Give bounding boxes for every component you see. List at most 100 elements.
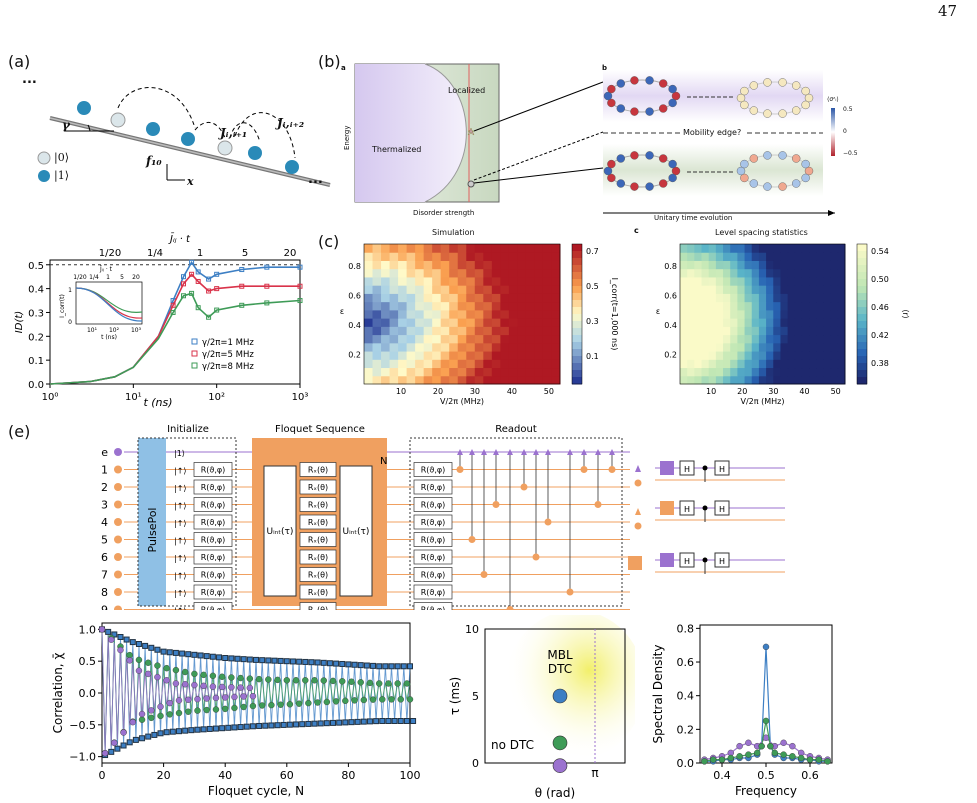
data-point bbox=[206, 288, 212, 294]
data-point bbox=[200, 682, 207, 690]
heatmap-cell bbox=[809, 309, 817, 319]
colorbar-cell bbox=[857, 363, 867, 371]
heatmap-cell bbox=[687, 293, 695, 303]
heatmap-cell bbox=[372, 318, 382, 327]
heatmap-cell bbox=[483, 342, 493, 352]
heatmap-cell bbox=[457, 359, 467, 369]
heatmap-cell bbox=[525, 351, 535, 360]
heatmap-cell bbox=[389, 351, 399, 360]
heatmap-cell bbox=[491, 359, 501, 369]
x-tick-label: 10 bbox=[396, 387, 406, 396]
data-point bbox=[218, 673, 226, 680]
qubit-label: 7 bbox=[101, 569, 108, 582]
data-point bbox=[246, 675, 254, 682]
data-point bbox=[305, 699, 312, 707]
heatmap-cell bbox=[372, 260, 382, 270]
data-point bbox=[228, 655, 235, 662]
readout-rgate bbox=[413, 602, 453, 610]
heatmap-cell bbox=[525, 367, 535, 377]
data-point bbox=[206, 314, 212, 320]
heatmap-cell bbox=[830, 342, 839, 352]
heatmap-cell bbox=[449, 326, 459, 336]
heatmap-cell bbox=[381, 326, 391, 336]
heatmap-cell bbox=[766, 326, 774, 336]
heatmap-cell bbox=[542, 268, 552, 278]
dtc-region bbox=[505, 615, 635, 760]
heatmap-cell bbox=[794, 244, 803, 253]
heatmap-cell bbox=[517, 276, 527, 286]
rxgate-label: Rₓ(θ) bbox=[308, 553, 328, 562]
heatmap-cell bbox=[364, 342, 374, 352]
heatmap-cell bbox=[381, 276, 391, 286]
heatmap-cell bbox=[440, 375, 450, 385]
heatmap-cell bbox=[364, 334, 374, 344]
heatmap-cell bbox=[773, 244, 781, 253]
heatmap-cell bbox=[364, 285, 374, 294]
heatmap-cell bbox=[364, 359, 374, 369]
heatmap-cell bbox=[830, 351, 839, 360]
heatmap-cell bbox=[389, 326, 399, 336]
control-marker bbox=[533, 449, 539, 455]
heatmap-cell bbox=[406, 293, 416, 303]
readout-rgate-label: R(ϑ,φ) bbox=[421, 466, 446, 475]
heatmap-cell bbox=[701, 367, 710, 377]
heatmap-cell bbox=[773, 326, 781, 336]
heatmap-cell bbox=[701, 244, 710, 253]
heatmap-cell bbox=[816, 285, 824, 294]
readout-rgate bbox=[413, 549, 453, 565]
data-point bbox=[268, 722, 275, 729]
heatmap-cell bbox=[457, 309, 467, 319]
data-point bbox=[166, 699, 173, 707]
heatmap-cell bbox=[466, 359, 476, 369]
data-point bbox=[283, 658, 290, 665]
heatmap-cell bbox=[766, 276, 774, 286]
data-point bbox=[188, 727, 195, 734]
heatmap-cell bbox=[389, 244, 399, 253]
heatmap-cell bbox=[483, 375, 493, 385]
data-point bbox=[135, 656, 143, 664]
data-point bbox=[323, 720, 330, 727]
heatmap-cell bbox=[542, 285, 552, 294]
heatmap-cell bbox=[809, 351, 817, 360]
rxgate-label: Rₓ(θ) bbox=[308, 588, 328, 597]
heatmap-cell bbox=[687, 260, 695, 270]
heatmap-cell bbox=[432, 285, 442, 294]
heatmap-cell bbox=[508, 375, 518, 385]
heatmap-cell bbox=[483, 244, 493, 253]
data-point bbox=[189, 259, 195, 265]
heatmap-cell bbox=[551, 351, 561, 360]
heatmap-cell bbox=[457, 326, 467, 336]
data-point bbox=[297, 298, 303, 304]
data-point bbox=[182, 727, 189, 734]
readout-init-gate bbox=[628, 556, 642, 570]
data-point bbox=[265, 676, 272, 683]
heatmap-cell bbox=[483, 260, 493, 270]
rgate-box bbox=[193, 584, 233, 600]
heatmap-cell bbox=[474, 252, 484, 261]
heatmap-cell bbox=[449, 276, 459, 286]
spin-dot bbox=[801, 86, 810, 96]
heatmap-cell bbox=[708, 309, 717, 319]
heatmap-cell bbox=[766, 334, 774, 344]
heatmap-cell bbox=[766, 367, 774, 377]
heatmap-cell bbox=[508, 318, 518, 327]
init-ket: |↑⟩ bbox=[174, 537, 187, 546]
heatmap-cell bbox=[708, 351, 717, 360]
heatmap-cell bbox=[816, 334, 824, 344]
heatmap-cell bbox=[715, 367, 724, 377]
heatmap-cell bbox=[744, 252, 753, 261]
heatmap-cell bbox=[701, 342, 710, 352]
heatmap-cell bbox=[440, 252, 450, 261]
heatmap-cell bbox=[823, 285, 832, 294]
mini-h bbox=[679, 552, 695, 568]
heatmap-cell bbox=[500, 244, 510, 253]
heatmap-cell bbox=[715, 326, 724, 336]
heatmap-cell bbox=[730, 334, 738, 344]
heatmap-cell bbox=[723, 342, 731, 352]
heatmap-cell bbox=[730, 285, 738, 294]
heatmap-cell bbox=[701, 268, 710, 278]
heatmap-cell bbox=[780, 309, 789, 319]
heatmap-cell bbox=[406, 375, 416, 385]
spin-dot bbox=[668, 173, 677, 183]
data-point bbox=[117, 634, 124, 640]
